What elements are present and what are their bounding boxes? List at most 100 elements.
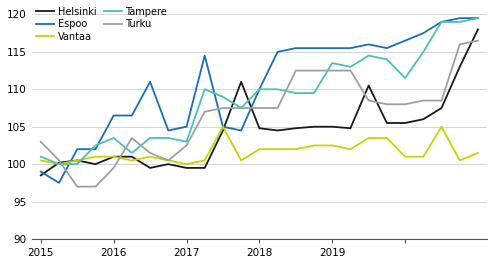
Vantaa <box>202 159 207 162</box>
Turku <box>165 159 171 162</box>
Espoo <box>111 114 117 117</box>
Turku <box>111 166 117 170</box>
Turku <box>366 99 371 102</box>
Tampere <box>457 20 463 24</box>
Turku <box>457 43 463 46</box>
Turku <box>92 185 98 188</box>
Espoo <box>38 170 44 173</box>
Vantaa <box>147 155 153 158</box>
Espoo <box>384 47 390 50</box>
Vantaa <box>74 159 80 162</box>
Tampere <box>202 88 207 91</box>
Turku <box>74 185 80 188</box>
Vantaa <box>347 148 353 151</box>
Vantaa <box>384 136 390 140</box>
Turku <box>129 136 135 140</box>
Vantaa <box>329 144 335 147</box>
Helsinki <box>311 125 317 128</box>
Vantaa <box>111 155 117 158</box>
Line: Espoo: Espoo <box>41 18 478 183</box>
Turku <box>347 69 353 72</box>
Espoo <box>275 50 281 54</box>
Turku <box>202 110 207 113</box>
Helsinki <box>38 174 44 177</box>
Turku <box>238 107 244 110</box>
Vantaa <box>38 159 44 162</box>
Vantaa <box>238 159 244 162</box>
Line: Turku: Turku <box>41 41 478 187</box>
Vantaa <box>184 162 190 166</box>
Espoo <box>202 54 207 57</box>
Vantaa <box>420 155 426 158</box>
Turku <box>38 140 44 143</box>
Espoo <box>184 125 190 128</box>
Vantaa <box>366 136 371 140</box>
Helsinki <box>366 84 371 87</box>
Tampere <box>56 162 62 166</box>
Tampere <box>220 95 226 98</box>
Espoo <box>420 32 426 35</box>
Turku <box>475 39 481 42</box>
Helsinki <box>329 125 335 128</box>
Helsinki <box>238 80 244 83</box>
Espoo <box>256 88 262 91</box>
Line: Tampere: Tampere <box>41 18 478 164</box>
Helsinki <box>384 121 390 125</box>
Turku <box>402 103 408 106</box>
Espoo <box>220 125 226 128</box>
Vantaa <box>402 155 408 158</box>
Espoo <box>56 181 62 184</box>
Helsinki <box>165 162 171 166</box>
Tampere <box>366 54 371 57</box>
Vantaa <box>475 151 481 154</box>
Espoo <box>347 47 353 50</box>
Tampere <box>384 58 390 61</box>
Tampere <box>275 88 281 91</box>
Espoo <box>147 80 153 83</box>
Espoo <box>311 47 317 50</box>
Line: Vantaa: Vantaa <box>41 127 478 164</box>
Vantaa <box>275 148 281 151</box>
Tampere <box>329 61 335 65</box>
Espoo <box>129 114 135 117</box>
Tampere <box>420 50 426 54</box>
Helsinki <box>56 161 62 164</box>
Turku <box>147 151 153 154</box>
Turku <box>384 103 390 106</box>
Helsinki <box>129 155 135 158</box>
Helsinki <box>275 129 281 132</box>
Espoo <box>92 148 98 151</box>
Vantaa <box>311 144 317 147</box>
Espoo <box>439 20 445 24</box>
Tampere <box>165 136 171 140</box>
Vantaa <box>457 159 463 162</box>
Espoo <box>74 148 80 151</box>
Tampere <box>475 17 481 20</box>
Espoo <box>366 43 371 46</box>
Espoo <box>475 17 481 20</box>
Turku <box>256 107 262 110</box>
Vantaa <box>92 155 98 158</box>
Legend: Helsinki, Espoo, Vantaa, Tampere, Turku: Helsinki, Espoo, Vantaa, Tampere, Turku <box>36 7 167 42</box>
Turku <box>311 69 317 72</box>
Helsinki <box>347 127 353 130</box>
Turku <box>275 107 281 110</box>
Espoo <box>457 17 463 20</box>
Turku <box>56 159 62 162</box>
Espoo <box>293 47 299 50</box>
Tampere <box>184 140 190 143</box>
Helsinki <box>402 121 408 125</box>
Helsinki <box>293 127 299 130</box>
Helsinki <box>111 155 117 158</box>
Tampere <box>347 65 353 68</box>
Turku <box>329 69 335 72</box>
Helsinki <box>457 65 463 68</box>
Vantaa <box>220 125 226 128</box>
Helsinki <box>92 162 98 166</box>
Tampere <box>293 91 299 95</box>
Espoo <box>238 129 244 132</box>
Tampere <box>256 88 262 91</box>
Tampere <box>111 136 117 140</box>
Espoo <box>402 39 408 42</box>
Vantaa <box>256 148 262 151</box>
